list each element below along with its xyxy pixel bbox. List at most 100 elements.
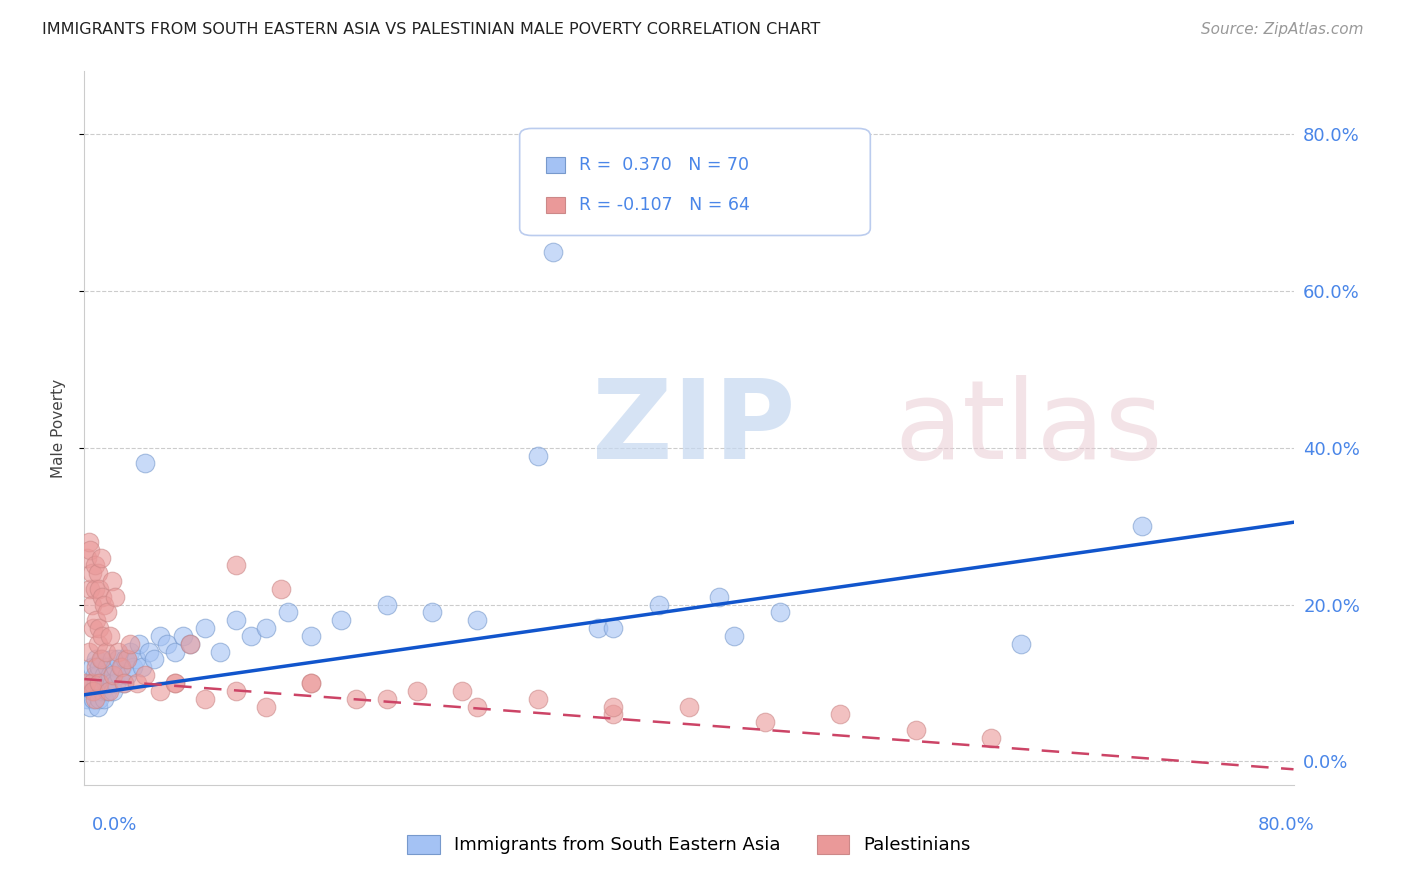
Point xyxy=(149,684,172,698)
Point xyxy=(299,629,322,643)
Text: 0.0%: 0.0% xyxy=(91,816,136,834)
Point xyxy=(94,676,117,690)
Point xyxy=(79,542,101,557)
Point xyxy=(225,684,247,698)
Point xyxy=(93,668,115,682)
Point xyxy=(111,660,134,674)
Point xyxy=(769,606,792,620)
Point xyxy=(209,645,232,659)
Point xyxy=(648,598,671,612)
Point xyxy=(121,660,143,674)
Point xyxy=(225,613,247,627)
Point xyxy=(110,660,132,674)
Point xyxy=(270,582,292,596)
Point xyxy=(165,645,187,659)
Point xyxy=(76,691,98,706)
Point xyxy=(277,606,299,620)
Point xyxy=(101,684,124,698)
Point xyxy=(172,629,194,643)
Point xyxy=(179,637,201,651)
Point xyxy=(128,637,150,651)
Point xyxy=(86,676,108,690)
Point xyxy=(112,676,135,690)
Point xyxy=(84,691,107,706)
Point xyxy=(91,652,114,666)
Point xyxy=(84,558,107,573)
Point xyxy=(105,676,128,690)
Text: 80.0%: 80.0% xyxy=(1258,816,1315,834)
Point xyxy=(149,629,172,643)
Point xyxy=(96,606,118,620)
Point xyxy=(98,629,121,643)
Point xyxy=(97,676,120,690)
Point xyxy=(114,652,136,666)
Point xyxy=(194,691,217,706)
Point xyxy=(91,629,114,643)
Point xyxy=(980,731,1002,745)
Point xyxy=(375,691,398,706)
Point xyxy=(254,699,277,714)
Point xyxy=(97,684,120,698)
Point xyxy=(134,668,156,682)
Point xyxy=(86,652,108,666)
Point xyxy=(1130,519,1153,533)
Point xyxy=(84,582,107,596)
Point xyxy=(75,676,97,690)
Text: ZIP: ZIP xyxy=(592,375,796,482)
Y-axis label: Male Poverty: Male Poverty xyxy=(51,378,66,478)
Point xyxy=(165,676,187,690)
Point xyxy=(91,684,114,698)
Point xyxy=(89,691,111,706)
Point xyxy=(89,660,111,674)
Point xyxy=(225,558,247,573)
FancyBboxPatch shape xyxy=(520,128,870,235)
Legend: Immigrants from South Eastern Asia, Palestinians: Immigrants from South Eastern Asia, Pale… xyxy=(406,835,972,855)
Point xyxy=(375,598,398,612)
Point xyxy=(96,684,118,698)
Point xyxy=(346,691,368,706)
Point xyxy=(89,684,111,698)
Point xyxy=(93,691,115,706)
Point xyxy=(131,660,153,674)
Point xyxy=(86,613,108,627)
Point xyxy=(754,715,776,730)
Point xyxy=(165,676,187,690)
Point xyxy=(90,652,112,666)
Point xyxy=(330,613,353,627)
Point xyxy=(90,676,112,690)
Point xyxy=(80,660,103,674)
Point xyxy=(76,550,98,565)
FancyBboxPatch shape xyxy=(547,157,565,173)
Point xyxy=(194,621,217,635)
Point xyxy=(108,668,131,682)
Point xyxy=(87,699,110,714)
Point xyxy=(84,668,107,682)
Point xyxy=(77,534,100,549)
Point xyxy=(527,691,550,706)
Point xyxy=(79,699,101,714)
Point xyxy=(179,637,201,651)
Point xyxy=(112,676,135,690)
Point xyxy=(104,590,127,604)
Point xyxy=(138,645,160,659)
Point xyxy=(115,652,138,666)
Point xyxy=(98,668,121,682)
Point xyxy=(467,613,489,627)
Point xyxy=(254,621,277,635)
Point xyxy=(107,645,129,659)
Point xyxy=(118,637,141,651)
Point xyxy=(86,660,108,674)
Point xyxy=(101,668,124,682)
Point xyxy=(118,645,141,659)
Point xyxy=(84,684,107,698)
Point xyxy=(77,645,100,659)
Point xyxy=(87,637,110,651)
Point xyxy=(100,574,122,588)
Point xyxy=(299,676,322,690)
Point xyxy=(134,457,156,471)
Text: IMMIGRANTS FROM SOUTH EASTERN ASIA VS PALESTINIAN MALE POVERTY CORRELATION CHART: IMMIGRANTS FROM SOUTH EASTERN ASIA VS PA… xyxy=(42,22,821,37)
Point xyxy=(96,660,118,674)
Point xyxy=(420,606,443,620)
Point xyxy=(87,566,110,581)
Point xyxy=(82,684,104,698)
